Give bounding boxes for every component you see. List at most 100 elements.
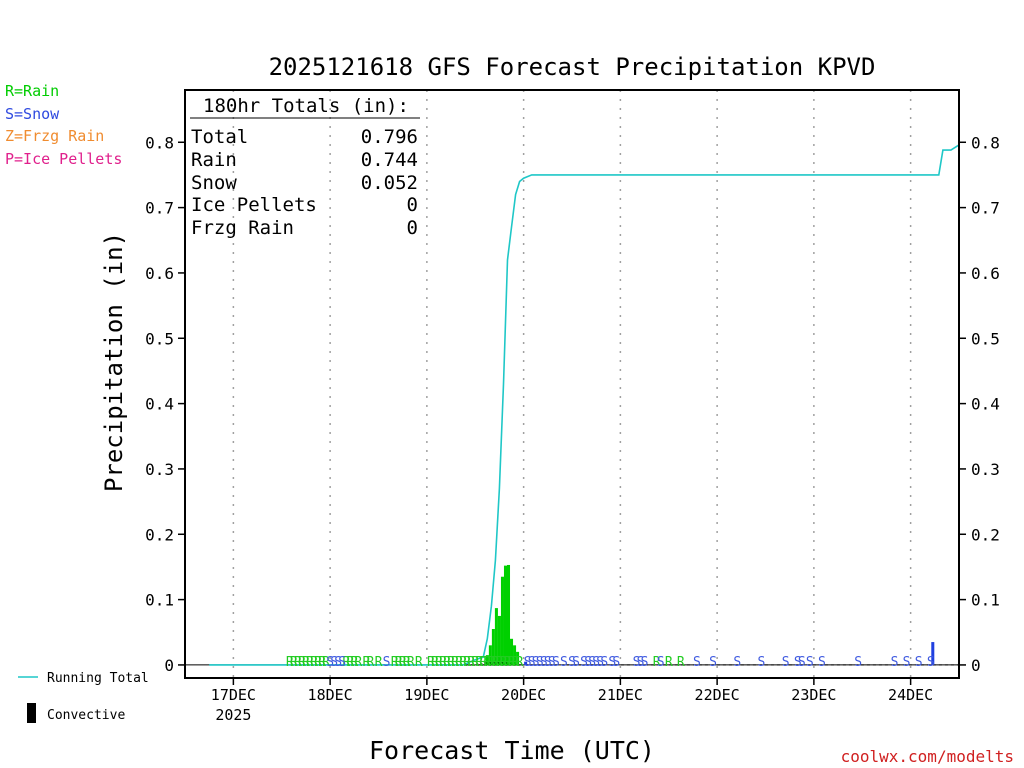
y-tick-label-left-4: 0.4 [145,395,174,414]
ptype-marker-r-21: R [407,655,415,670]
y-tick-label-left-0: 0 [164,656,174,675]
convective-bar-7 [504,662,507,665]
ptype-marker-r-18: R [395,655,403,670]
legend-snow: S=Snow [5,105,60,123]
convective-bar-2 [484,662,487,665]
credit-text: coolwx.com/modelts [841,747,1014,766]
ptype-marker-s-25: S [637,655,645,670]
convective-bar-10 [516,663,519,665]
ptype-marker-r-5: R [306,655,314,670]
convective-bar-3 [488,661,491,665]
ptype-marker-s-33: S [794,655,802,670]
ptype-marker-s-39: S [903,655,911,670]
ptype-marker-r-29: R [451,655,459,670]
ptype-marker-r-13: R [354,655,362,670]
legend-ice-pellets: P=Ice Pellets [5,150,122,168]
rain-bar-7 [506,564,511,665]
rain-bar-2 [491,629,495,665]
rain-bar-6 [503,565,507,665]
ptype-marker-s-12: S [552,655,560,670]
y-tick-label-left-6: 0.6 [145,264,174,283]
ptype-marker-s-32: S [782,655,790,670]
ptype-marker-s-19: S [592,655,600,670]
ptype-marker-r-9: R [322,655,330,670]
ptype-marker-r-1: R [290,655,298,670]
ptype-marker-r-28: R [447,655,455,670]
snow-bar-0 [524,661,528,665]
ptype-marker-r-34: R [471,655,479,670]
y-tick-label-left-1: 0.1 [145,591,174,610]
ptype-marker-r-46: R [653,655,661,670]
ptype-marker-s-20: S [596,655,604,670]
plot-frame [184,89,960,679]
ptype-marker-r-3: R [298,655,306,670]
ptype-marker-s-2: S [334,655,342,670]
ptype-marker-r-25: R [435,655,443,670]
ptype-marker-s-36: S [818,655,826,670]
ptype-marker-r-10: R [342,655,350,670]
totals-value-ice-pellets: 0 [407,194,418,216]
precip-bars [476,564,935,665]
y-tick-label-right-0: 0 [971,656,981,675]
running-total-polyline [209,144,960,666]
convective-bar-9 [512,663,515,665]
ptype-marker-s-14: S [568,655,576,670]
ptype-marker-r-41: R [500,655,508,670]
x-tick-sublabel-year: 2025 [215,706,251,724]
convective-bar-0 [476,663,479,665]
ptype-marker-r-19: R [399,655,407,670]
convective-swatch [27,703,36,723]
ptype-marker-s-22: S [608,655,616,670]
ptype-marker-r-23: R [427,655,435,670]
ptype-marker-s-29: S [709,655,717,670]
ptype-marker-r-11: R [346,655,354,670]
ptype-marker-r-48: R [677,655,685,670]
ptype-marker-r-38: R [487,655,495,670]
ptype-marker-r-31: R [459,655,467,670]
ptype-marker-s-40: S [915,655,923,670]
x-tick-label-19dec: 19DEC [404,686,449,704]
ptype-marker-s-24: S [633,655,641,670]
convective-bar-1 [480,662,483,665]
running-total-legend-label: Running Total [47,671,149,686]
ptype-marker-r-15: R [367,655,375,670]
totals-label-total: Total [191,126,248,148]
rain-bar-8 [510,638,514,665]
ptype-marker-s-21: S [600,655,608,670]
ptype-marker-s-4: S [383,655,391,670]
ptype-marker-r-45: R [516,655,524,670]
x-tick-label-23dec: 23DEC [791,686,836,704]
axes: 0 00.1 0.10.2 0.20.3 0.30.4 0.40.5 0.50.6 0.60.… [145,133,1000,724]
rain-bar-10 [516,651,520,665]
ptype-marker-r-24: R [431,655,439,670]
ptype-marker-s-27: S [657,655,665,670]
convective-bar-5 [496,661,499,665]
ptype-marker-r-39: R [491,655,499,670]
ptype-marker-s-28: S [693,655,701,670]
ptype-marker-s-0: S [326,655,334,670]
ptype-marker-r-44: R [512,655,520,670]
ptype-marker-s-11: S [548,655,556,670]
ptype-marker-s-5: S [524,655,532,670]
ptype-marker-r-30: R [455,655,463,670]
ptype-marker-r-4: R [302,655,310,670]
ptype-marker-s-41: S [927,655,935,670]
x-tick-label-24dec: 24DEC [888,686,933,704]
ptype-marker-s-13: S [560,655,568,670]
x-axis-label: Forecast Time (UTC) [369,736,655,765]
y-tick-label-left-8: 0.8 [145,133,174,152]
y-tick-label-right-4: 0.4 [971,395,1000,414]
convective-bar-4 [492,661,495,665]
running-total-line [209,144,960,666]
ptype-marker-r-42: R [504,655,512,670]
convective-legend-label: Convective [47,708,125,723]
ptype-marker-s-16: S [580,655,588,670]
ptype-marker-s-30: S [733,655,741,670]
totals-label-rain: Rain [191,149,237,171]
bottom-legend: Running Total Convective [18,671,149,723]
x-tick-label-21dec: 21DEC [598,686,643,704]
totals-value-snow: 0.052 [361,172,418,194]
y-tick-label-left-5: 0.5 [145,329,174,348]
